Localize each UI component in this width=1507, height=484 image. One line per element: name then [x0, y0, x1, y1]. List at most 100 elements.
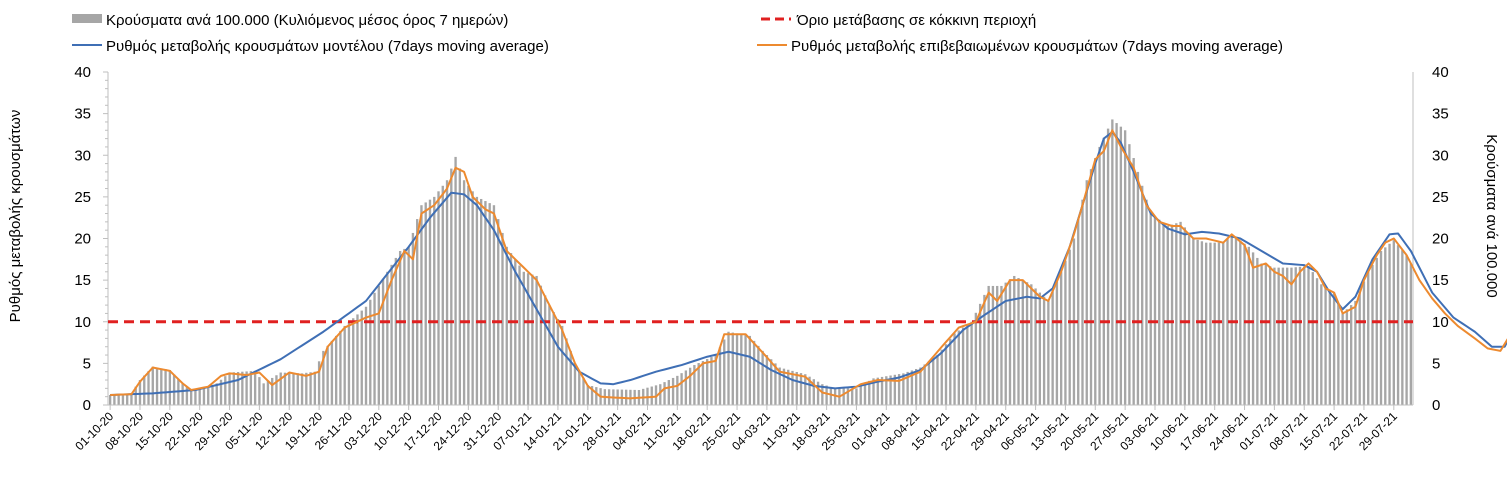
- bar: [1115, 123, 1118, 405]
- bar: [808, 376, 811, 405]
- bar: [441, 185, 444, 405]
- bar: [1307, 265, 1310, 405]
- bar: [1145, 199, 1148, 405]
- bar: [339, 330, 342, 405]
- bar: [1375, 257, 1378, 405]
- bar: [543, 295, 547, 405]
- bar: [1038, 292, 1042, 405]
- bar: [1128, 144, 1131, 405]
- y-axis-left-label: Ρυθμός μεταβολής κρουσμάτων: [7, 110, 24, 323]
- bar: [1094, 158, 1097, 405]
- bar: [961, 327, 965, 405]
- y-tick-label-left: 15: [74, 272, 91, 289]
- bar: [748, 335, 752, 405]
- bar: [445, 180, 449, 405]
- bar: [586, 385, 589, 405]
- bar: [1141, 185, 1144, 405]
- bar: [262, 383, 265, 405]
- bar: [198, 389, 201, 405]
- bar: [526, 273, 530, 405]
- bar: [407, 246, 410, 405]
- bar: [1106, 128, 1110, 406]
- bar: [253, 370, 257, 405]
- bar: [676, 375, 679, 405]
- bar: [851, 388, 854, 405]
- bar: [970, 321, 973, 405]
- legend: Κρούσματα ανά 100.000 (Κυλιόμενος μέσος …: [72, 12, 1283, 55]
- bar: [394, 257, 398, 405]
- bar: [825, 385, 828, 405]
- bar: [693, 365, 696, 405]
- bar: [266, 380, 270, 405]
- bar: [330, 340, 334, 405]
- bar: [949, 338, 952, 405]
- bar: [462, 180, 466, 405]
- bar: [326, 345, 329, 405]
- bar: [654, 385, 658, 405]
- bar: [710, 357, 713, 405]
- bar: [1294, 267, 1297, 405]
- bar: [1098, 146, 1101, 405]
- line-series: [108, 129, 1507, 400]
- bar: [467, 185, 470, 405]
- bar: [735, 333, 739, 405]
- bar: [893, 374, 897, 405]
- bar: [663, 382, 666, 405]
- bar: [501, 232, 504, 405]
- bar: [168, 370, 172, 405]
- bar: [868, 380, 871, 405]
- bar: [1222, 242, 1225, 405]
- bar: [1204, 242, 1208, 405]
- bar: [1315, 278, 1319, 405]
- bar: [752, 340, 756, 405]
- bar: [1025, 282, 1029, 405]
- bar: [902, 373, 905, 405]
- bar: [791, 370, 794, 405]
- bar: [1286, 267, 1289, 405]
- bar: [364, 306, 368, 405]
- bar: [245, 371, 248, 405]
- bar: [778, 367, 781, 405]
- bar: [1042, 296, 1046, 405]
- bar: [1089, 169, 1093, 405]
- bar: [833, 388, 837, 405]
- bar: [147, 371, 150, 405]
- bar: [424, 202, 427, 405]
- legend-label: Ρυθμός μεταβολής κρουσμάτων μοντέλου (7d…: [106, 38, 549, 55]
- bar-series: [108, 119, 1413, 406]
- y-tick-label-right: 0: [1432, 397, 1440, 414]
- bar: [782, 368, 786, 405]
- bar: [343, 325, 346, 405]
- legend-label: Όριο μετάβασης σε κόκκινη περιοχή: [796, 12, 1036, 29]
- bar: [1243, 243, 1246, 405]
- bar: [279, 372, 282, 405]
- legend-swatch: [72, 14, 102, 23]
- bar: [475, 196, 479, 406]
- bar: [1123, 130, 1127, 405]
- bar: [957, 330, 960, 405]
- bar: [249, 371, 253, 405]
- bar: [595, 387, 598, 405]
- bar: [1362, 281, 1366, 405]
- bar: [292, 373, 295, 405]
- bar: [556, 318, 560, 405]
- bar: [522, 271, 525, 405]
- bar: [117, 394, 120, 405]
- bar: [650, 386, 653, 405]
- bar: [1281, 267, 1285, 405]
- bar: [987, 285, 990, 405]
- bar: [228, 372, 231, 405]
- bar: [1273, 267, 1276, 405]
- bar: [194, 390, 197, 405]
- bar: [1187, 232, 1191, 405]
- bar: [552, 312, 555, 405]
- bar: [740, 334, 743, 405]
- legend-label: Κρούσματα ανά 100.000 (Κυλιόμενος μέσος …: [106, 12, 508, 29]
- bar: [300, 373, 304, 405]
- bar: [416, 219, 419, 405]
- bar: [130, 393, 133, 405]
- bar: [420, 205, 423, 405]
- bar: [578, 370, 581, 405]
- bar: [1051, 291, 1054, 405]
